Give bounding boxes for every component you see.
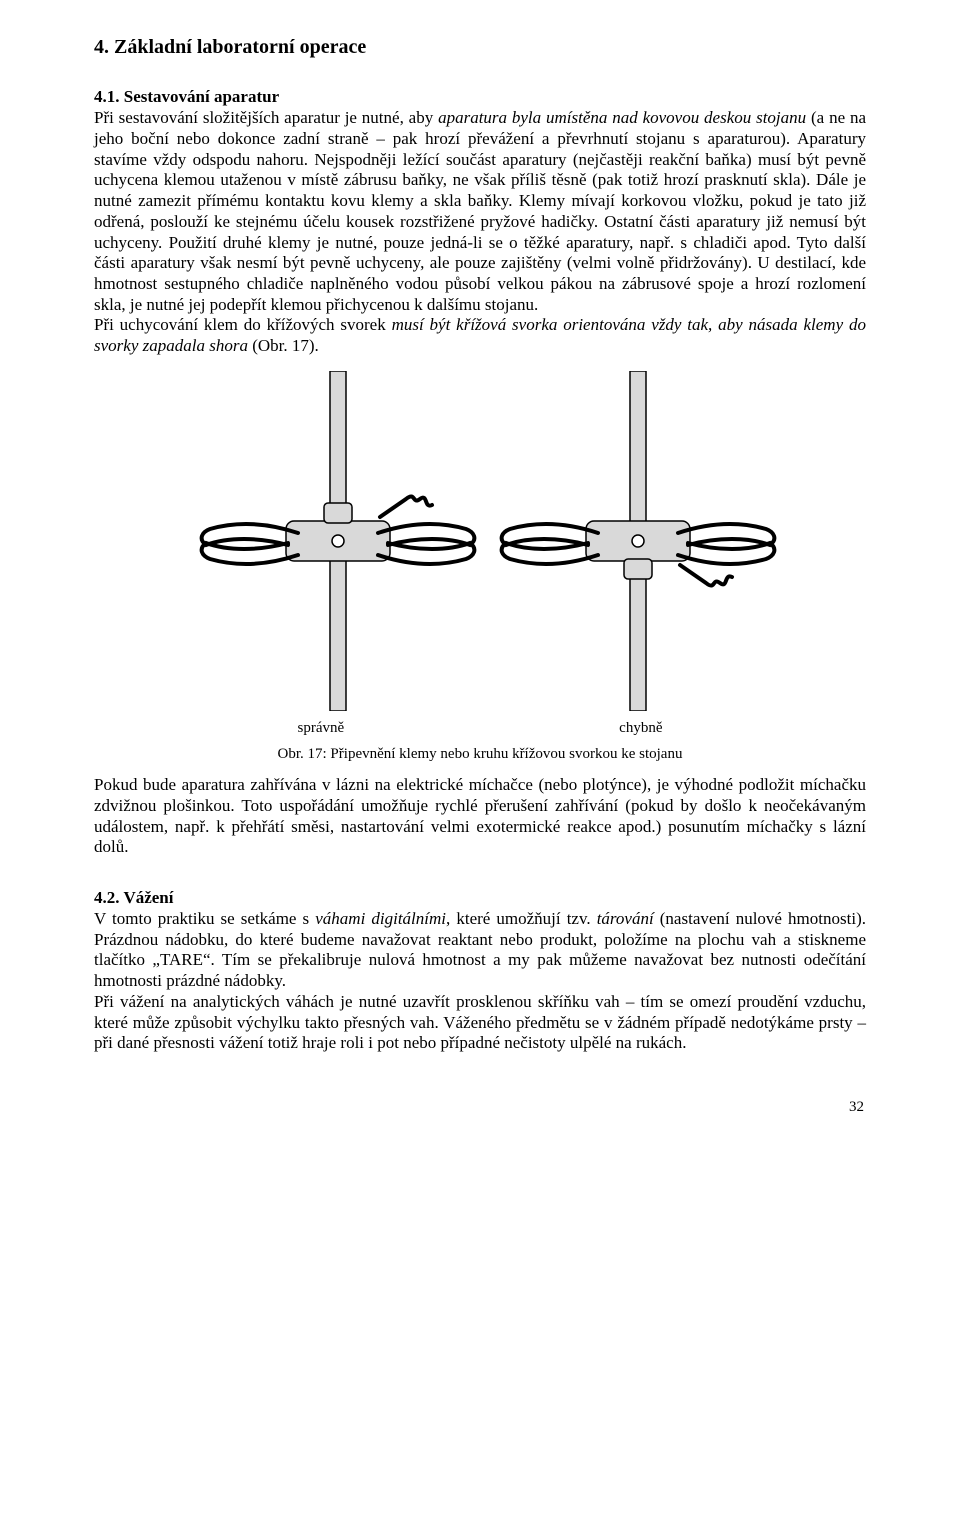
heading-41: 4.1. Sestavování aparatur (94, 87, 279, 106)
text-italic: aparatura byla umístěna nad kovovou desk… (438, 108, 806, 127)
section-41: 4.1. Sestavování aparatur Při sestavován… (94, 87, 866, 315)
clamp-diagram (160, 371, 800, 711)
label-correct: správně (298, 719, 345, 737)
text: V tomto praktiku se setkáme s (94, 909, 315, 928)
para: Při uchycování klem do křížových svorek … (94, 315, 866, 356)
label-wrong: chybně (619, 719, 662, 737)
text: (Obr. 17). (248, 336, 319, 355)
clamp-correct (202, 371, 475, 711)
text: Při sestavování složitějších aparatur je… (94, 108, 438, 127)
heading-chapter: 4. Základní laboratorní operace (94, 35, 866, 59)
heading-42: 4.2. Vážení (94, 888, 174, 907)
section-42: 4.2. Vážení V tomto praktiku se setkáme … (94, 888, 866, 1054)
figure-17: správně chybně (94, 371, 866, 737)
figure-caption: Obr. 17: Připevnění klemy nebo kruhu kří… (94, 745, 866, 763)
text-italic: tárování (597, 909, 654, 928)
figure-labels: správně chybně (160, 717, 800, 737)
para: Pokud bude aparatura zahřívána v lázni n… (94, 775, 866, 858)
text-italic: váhami digitálními (315, 909, 446, 928)
clamp-wrong (502, 371, 775, 711)
text: Při uchycování klem do křížových svorek (94, 315, 392, 334)
text: , které umožňují tzv. (446, 909, 597, 928)
page: 4. Základní laboratorní operace 4.1. Ses… (0, 0, 960, 1176)
page-number: 32 (94, 1098, 866, 1116)
para: 4.2. Vážení V tomto praktiku se setkáme … (94, 888, 866, 992)
text: (a ne na jeho boční nebo dokonce zadní s… (94, 108, 866, 314)
para: Při vážení na analytických váhách je nut… (94, 992, 866, 1054)
